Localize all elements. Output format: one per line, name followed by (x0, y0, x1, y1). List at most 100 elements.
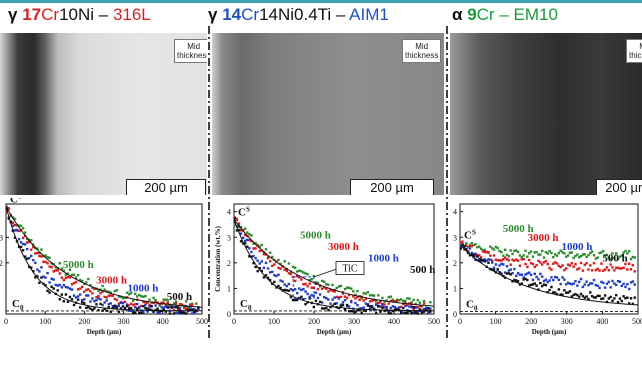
data-point (172, 302, 176, 305)
data-point (28, 240, 31, 244)
data-point (553, 261, 557, 264)
data-point (279, 286, 282, 290)
data-point (631, 264, 635, 267)
data-point (529, 250, 533, 253)
data-point (498, 271, 501, 274)
data-point (620, 284, 623, 288)
data-point (93, 300, 96, 303)
data-point (178, 310, 182, 314)
data-point (158, 302, 161, 306)
data-point (17, 229, 21, 233)
data-point (362, 299, 365, 302)
data-point (68, 268, 72, 271)
data-point (235, 229, 239, 232)
data-point (603, 294, 607, 297)
data-point (529, 261, 533, 265)
data-point (164, 310, 167, 313)
data-point (174, 305, 178, 309)
data-point (144, 301, 147, 304)
data-point (81, 301, 84, 304)
data-point (474, 258, 477, 261)
data-point (148, 303, 151, 307)
data-point (533, 282, 536, 285)
data-point (154, 304, 157, 307)
data-point (557, 288, 561, 291)
data-point (577, 280, 581, 284)
data-point (308, 278, 311, 282)
data-point (25, 257, 29, 260)
data-point (304, 302, 307, 306)
data-point (498, 259, 501, 262)
data-point (496, 259, 499, 262)
data-point (21, 249, 25, 252)
data-point (535, 250, 538, 254)
data-point (244, 239, 247, 243)
data-point (596, 294, 599, 298)
data-point (289, 295, 293, 299)
data-point (30, 239, 33, 242)
data-point (95, 295, 98, 299)
series-label: 1000 h (368, 253, 399, 265)
data-point (627, 250, 631, 253)
data-point (507, 255, 511, 258)
data-point (11, 224, 15, 228)
data-point (370, 306, 374, 309)
data-point (66, 272, 70, 275)
data-point (250, 234, 253, 237)
title-run: Cr (41, 5, 60, 24)
tic-box (335, 261, 365, 275)
data-point (577, 256, 581, 259)
data-point (260, 243, 264, 247)
data-point (87, 277, 90, 281)
data-point (320, 279, 324, 283)
data-point (48, 265, 51, 268)
data-point (479, 256, 483, 259)
data-point (596, 256, 599, 259)
data-point (585, 280, 588, 283)
data-point (138, 306, 141, 310)
data-point (354, 301, 357, 305)
data-point (526, 272, 529, 275)
data-point (28, 256, 31, 260)
data-point (140, 304, 143, 308)
data-point (408, 309, 411, 313)
data-point (56, 284, 59, 287)
data-point (585, 261, 588, 265)
data-point (427, 307, 430, 310)
data-point (68, 276, 72, 279)
data-point (244, 233, 247, 237)
data-point (178, 302, 182, 306)
data-point (402, 311, 405, 314)
data-point (89, 300, 92, 303)
data-point (17, 237, 21, 241)
data-point (354, 293, 357, 297)
data-point (602, 249, 605, 253)
data-point (515, 279, 518, 282)
data-point (78, 287, 82, 290)
data-point (19, 241, 23, 244)
data-point (21, 242, 25, 246)
data-point (34, 261, 37, 265)
data-point (574, 279, 577, 283)
data-point (400, 311, 403, 314)
data-point (585, 255, 588, 259)
data-point (28, 238, 31, 241)
data-point (327, 298, 330, 301)
series-1000h (5, 205, 200, 315)
data-point (300, 295, 303, 298)
data-point (550, 251, 553, 255)
data-point (246, 245, 249, 248)
data-point (465, 242, 468, 245)
data-point (356, 295, 359, 299)
data-point (174, 302, 178, 305)
data-point (46, 289, 49, 293)
data-point (164, 305, 167, 308)
data-point (152, 296, 155, 300)
data-point (271, 255, 274, 259)
data-point (277, 258, 280, 262)
data-point (587, 297, 590, 301)
data-point (164, 298, 167, 301)
data-point (339, 305, 343, 308)
data-point (160, 302, 163, 306)
